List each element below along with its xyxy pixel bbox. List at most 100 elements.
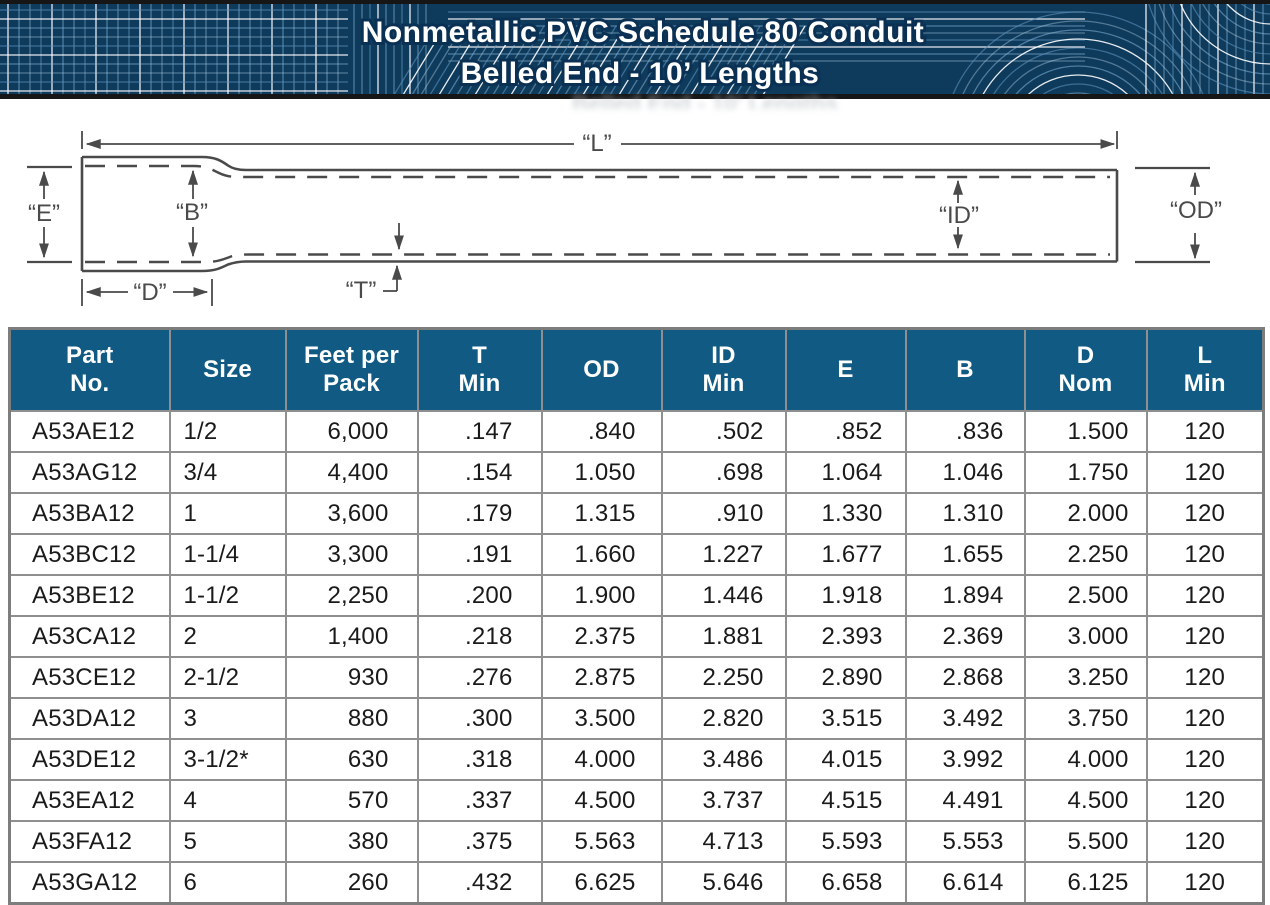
table-cell: 2.375 [540, 615, 663, 658]
table-cell: A53BA12 [8, 492, 171, 535]
table-cell: A53EA12 [8, 779, 171, 822]
table-cell: 120 [1145, 820, 1265, 863]
table-cell: 630 [284, 738, 419, 781]
header-line: Min [1183, 370, 1226, 397]
table-cell: A53AG12 [8, 451, 171, 494]
table-row: A53BC12 1-1/4 3,300.191 1.660 1.227 1.677 1.65… [8, 533, 1265, 576]
table-cell: 5.500 [1023, 820, 1148, 863]
table-row: A53AG12 3/4 4,400.154 1.050.698 1.064 1.046 1.… [8, 451, 1265, 494]
table-cell: A53CE12 [8, 656, 171, 699]
table-cell: 3 [168, 697, 287, 740]
table-cell: .300 [416, 697, 543, 740]
table-cell: 1.064 [784, 451, 907, 494]
table-cell: .276 [416, 656, 543, 699]
table-cell: 2.868 [904, 656, 1026, 699]
table-cell: 1.310 [904, 492, 1026, 535]
table-cell: 2 [168, 615, 287, 658]
table-cell: .852 [784, 410, 907, 453]
table-row: A53FA12 5 380.375 5.563 4.713 5.593 5.553 5.500… [8, 820, 1265, 863]
table-cell: 120 [1145, 738, 1265, 781]
table-row: A53AE12 1/2 6,000.147.840.502.852.836 1.500… [8, 410, 1265, 453]
table-cell: 1.446 [660, 574, 787, 617]
conduit-dimension-diagram: “L” “E” “B” “D” “T” [0, 115, 1270, 329]
dim-label-wall-thickness: “T” [346, 277, 377, 304]
table-cell: 120 [1145, 492, 1265, 535]
table-cell: 120 [1145, 410, 1265, 453]
table-cell: 3.486 [660, 738, 787, 781]
table-cell: 1.655 [904, 533, 1026, 576]
header-line: Min [702, 370, 745, 397]
table-cell: 1.881 [660, 615, 787, 658]
table-cell: 380 [284, 820, 419, 863]
table-cell: 1.046 [904, 451, 1026, 494]
table-cell: 570 [284, 779, 419, 822]
table-cell: 2.250 [660, 656, 787, 699]
table-cell: 3.737 [660, 779, 787, 822]
table-cell: 1.330 [784, 492, 907, 535]
table-cell: 1.918 [784, 574, 907, 617]
table-cell: 3/4 [168, 451, 287, 494]
table-cell: 1 [168, 492, 287, 535]
table-cell: 120 [1145, 779, 1265, 822]
table-cell: A53BC12 [8, 533, 171, 576]
table-cell: 3.492 [904, 697, 1026, 740]
table-cell: 120 [1145, 574, 1265, 617]
header-line: L [1197, 342, 1213, 370]
column-header-id-min: ID Min [660, 327, 787, 412]
table-cell: .432 [416, 861, 543, 905]
table-cell: 2.500 [1023, 574, 1148, 617]
header-line: Feet per [304, 342, 399, 370]
table-cell: 120 [1145, 697, 1265, 740]
table-cell: 4.015 [784, 738, 907, 781]
table-cell: .218 [416, 615, 543, 658]
dim-b-annotation: “B” [176, 169, 208, 258]
table-cell: .502 [660, 410, 787, 453]
table-cell: 4.000 [540, 738, 663, 781]
table-cell: 5.646 [660, 861, 787, 905]
table-cell: 2.369 [904, 615, 1026, 658]
header-line: Pack [323, 370, 380, 397]
table-cell: 4.000 [1023, 738, 1148, 781]
table-cell: 3.000 [1023, 615, 1148, 658]
conduit-outline [80, 155, 1119, 273]
table-cell: 6.125 [1023, 861, 1148, 905]
table-cell: 4.515 [784, 779, 907, 822]
table-cell: 3,600 [284, 492, 419, 535]
table-row: A53DE12 3-1/2* 630.318 4.000 3.486 4.015 3.992… [8, 738, 1265, 781]
table-cell: .337 [416, 779, 543, 822]
table-cell: 3.250 [1023, 656, 1148, 699]
wireframe-pattern [0, 4, 1270, 94]
table-cell: 120 [1145, 656, 1265, 699]
table-cell: 3,300 [284, 533, 419, 576]
table-cell: 4 [168, 779, 287, 822]
table-cell: 2.890 [784, 656, 907, 699]
table-cell: 120 [1145, 533, 1265, 576]
header-line: ID [711, 342, 736, 370]
table-cell: 1.050 [540, 451, 663, 494]
banner-art: Nonmetallic PVC Schedule 80 Conduit Bell… [0, 0, 1270, 99]
table-cell: 6.658 [784, 861, 907, 905]
table-cell: 3-1/2* [168, 738, 287, 781]
table-row: A53GA12 6 260.432 6.625 5.646 6.658 6.614 6.125… [8, 861, 1265, 905]
header-line: No. [70, 370, 110, 397]
table-cell: .191 [416, 533, 543, 576]
table-cell: 1.677 [784, 533, 907, 576]
table-cell: 1-1/2 [168, 574, 287, 617]
table-cell: A53AE12 [8, 410, 171, 453]
header-line: Size [203, 356, 252, 384]
table-cell: .179 [416, 492, 543, 535]
table-cell: 1.894 [904, 574, 1026, 617]
table-row: A53BA12 1 3,600.179 1.315.910 1.330 1.310 2.00… [8, 492, 1265, 535]
table-cell: 3.515 [784, 697, 907, 740]
table-cell: 5.593 [784, 820, 907, 863]
table-cell: 880 [284, 697, 419, 740]
table-cell: 1.750 [1023, 451, 1148, 494]
column-header-t-min: T Min [416, 327, 543, 412]
header-line: Nom [1058, 370, 1113, 397]
table-cell: 1.315 [540, 492, 663, 535]
table-cell: 6 [168, 861, 287, 905]
column-header-od: OD [540, 327, 663, 412]
table-cell: 1.227 [660, 533, 787, 576]
spec-table-body: A53AE12 1/2 6,000.147.840.502.852.836 1.500… [8, 410, 1265, 905]
column-header-l-min: L Min [1145, 327, 1265, 412]
